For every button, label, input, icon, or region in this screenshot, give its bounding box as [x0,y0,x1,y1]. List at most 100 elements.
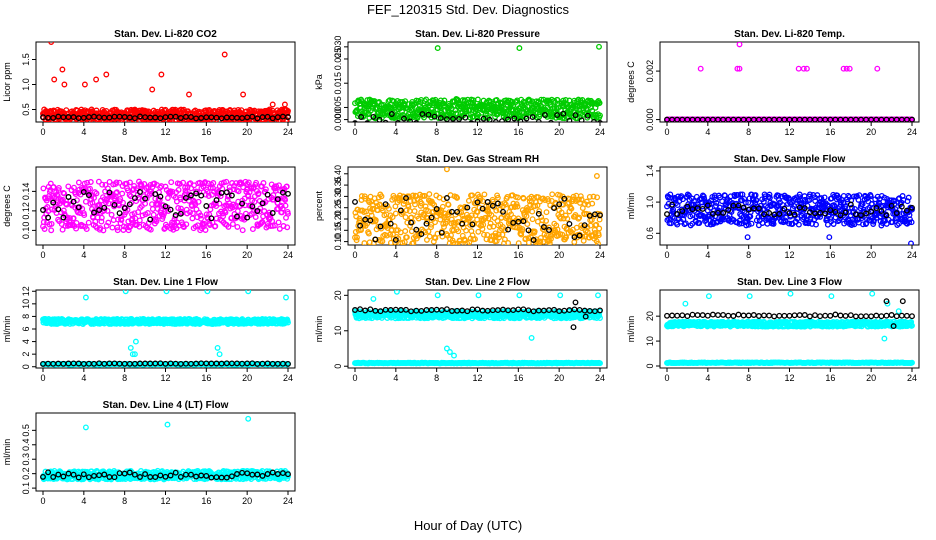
plot-frame [35,289,296,369]
data-point [564,215,571,222]
data-point [234,208,241,215]
data-point [578,196,585,203]
data-point [576,214,583,221]
data-point [239,200,246,207]
data-point [352,198,358,205]
data-point [228,192,235,199]
x-tick-label: 0 [664,250,669,260]
data-point [273,183,280,190]
x-tick-label: 12 [472,127,482,137]
y-tick-label: 0 [21,364,31,369]
outlier-point [908,240,914,245]
data-point [285,107,291,114]
data-point [266,106,273,113]
points-flow [664,191,915,245]
data-point [426,191,433,198]
data-point [502,201,509,208]
data-point [372,217,379,224]
data-point [465,197,472,204]
data-point [463,227,470,234]
data-point [905,194,912,201]
data-point [500,208,506,215]
data-point [106,189,113,196]
y-tick-label: 0.10 [333,233,343,251]
outlier-point [283,294,289,301]
data-point [480,115,487,122]
data-point [859,201,866,208]
data-point [382,119,389,122]
data-point [806,197,813,204]
data-point [906,219,913,226]
panel-title: Stan. Dev. Li-820 Temp. [734,29,845,40]
data-point [806,209,813,216]
data-point [909,204,915,211]
data-point [132,215,139,222]
panel-temp: Stan. Dev. Li-820 Temp.degrees C0 4 8 12 16 2… [626,29,920,137]
x-tick-label: 12 [160,250,170,260]
data-point [205,193,212,199]
data-point [530,237,537,243]
x-tick-label: 12 [160,127,170,137]
data-point [125,218,132,225]
data-point [543,217,550,224]
x-tick-label: 20 [242,373,252,383]
y-tick-label: 0.002 [645,60,655,83]
y-axis-label: degrees C [626,61,636,103]
data-point [674,221,681,228]
series-0 [664,42,915,122]
data-point [111,201,118,208]
series-0 [40,290,291,358]
data-point [254,208,261,214]
data-point [554,112,561,119]
data-point [114,227,121,234]
data-point [821,194,828,201]
data-point [454,208,461,215]
data-point [433,206,440,212]
data-point [230,186,237,193]
data-point [501,200,508,207]
data-point [212,223,219,230]
y-tick-label: 0.000 [645,108,655,131]
data-point [566,117,573,122]
data-point [385,205,392,212]
data-point [745,206,752,213]
data-point [99,181,106,188]
data-point [197,212,204,219]
outlier-point [204,290,211,295]
data-point [201,220,208,227]
data-point [770,220,777,227]
outlier-point [93,76,100,83]
data-point [766,210,773,216]
data-point [264,113,271,120]
y-tick-label: 0.15 [333,222,343,240]
series-1 [40,113,291,122]
data-point [786,220,793,227]
data-point [422,203,429,210]
data-point [462,114,469,121]
data-point [96,207,103,214]
data-point [551,205,558,212]
data-point [114,224,121,231]
y-tick-label: 6 [21,326,31,331]
x-tick-label: 12 [160,373,170,383]
data-point [223,189,230,196]
outlier-point [221,51,228,58]
data-point [801,205,808,212]
x-tick-label: 20 [866,127,876,137]
data-point [282,197,289,203]
data-point [147,216,154,223]
data-point [116,179,123,186]
data-point [223,178,230,185]
data-point [468,212,475,219]
y-tick-label: 0.14 [21,183,31,201]
data-point [127,179,133,186]
data-point [713,199,720,206]
outlier-point [795,65,802,72]
data-point [150,211,157,218]
series-1 [352,110,603,122]
data-point [60,207,67,214]
x-tick-label: 12 [472,250,482,260]
data-point [725,207,732,213]
data-point [138,181,145,188]
